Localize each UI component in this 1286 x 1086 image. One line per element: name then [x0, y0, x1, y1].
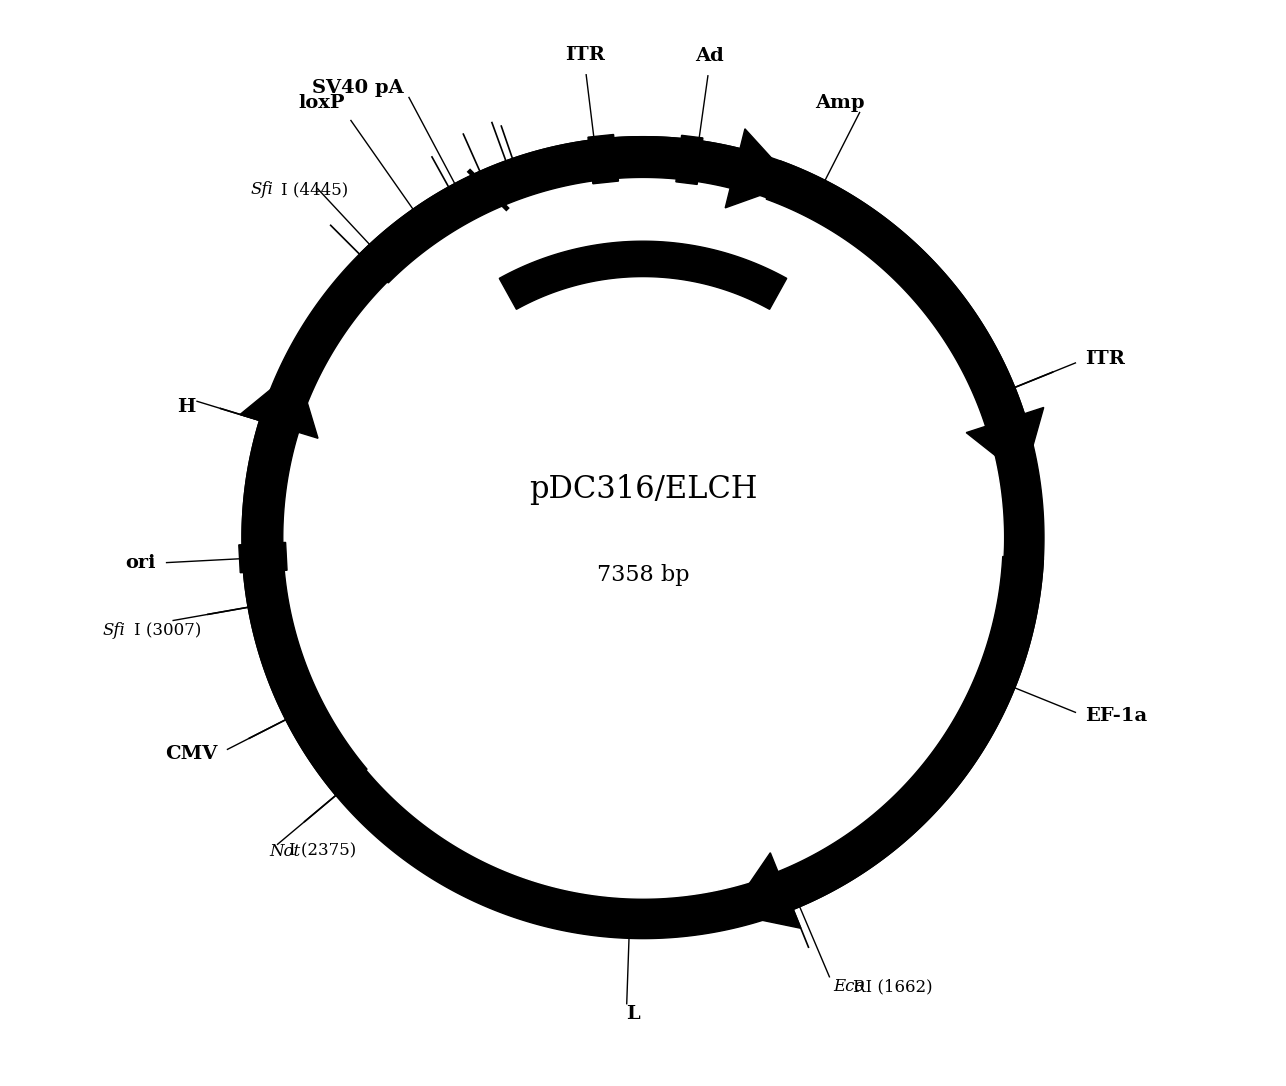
Polygon shape	[360, 137, 739, 283]
Polygon shape	[766, 161, 1025, 427]
Text: I (4445): I (4445)	[282, 181, 349, 198]
Text: Sfi: Sfi	[103, 622, 126, 640]
Text: EF-1a: EF-1a	[1085, 707, 1147, 725]
Text: CMV: CMV	[166, 745, 217, 763]
Polygon shape	[242, 420, 367, 795]
Text: L: L	[626, 1006, 640, 1023]
Polygon shape	[676, 136, 703, 185]
Text: I (3007): I (3007)	[134, 622, 201, 640]
Text: Sfi: Sfi	[251, 181, 274, 198]
Text: 7358 bp: 7358 bp	[597, 564, 689, 586]
Text: ITR: ITR	[1085, 350, 1125, 368]
Polygon shape	[688, 144, 712, 175]
Polygon shape	[725, 129, 795, 207]
Polygon shape	[778, 556, 1043, 909]
Text: Amp: Amp	[815, 94, 864, 112]
Polygon shape	[283, 177, 1003, 898]
Polygon shape	[240, 368, 318, 439]
Polygon shape	[499, 241, 787, 310]
Polygon shape	[242, 137, 1044, 938]
Text: I (2375): I (2375)	[289, 843, 356, 860]
Text: H: H	[177, 399, 195, 416]
Text: Ad: Ad	[694, 47, 724, 65]
Text: SV40 pA: SV40 pA	[312, 79, 404, 97]
Polygon shape	[580, 144, 604, 174]
Text: pDC316/ELCH: pDC316/ELCH	[529, 473, 757, 505]
Text: ITR: ITR	[565, 46, 604, 64]
Polygon shape	[729, 853, 801, 929]
Text: ori: ori	[125, 554, 156, 572]
Text: Not: Not	[269, 843, 301, 860]
Polygon shape	[966, 407, 1044, 478]
Text: Eco: Eco	[833, 978, 865, 995]
Text: loxP: loxP	[298, 93, 345, 112]
Polygon shape	[239, 542, 287, 572]
Polygon shape	[588, 135, 619, 184]
Text: RI (1662): RI (1662)	[854, 978, 934, 995]
